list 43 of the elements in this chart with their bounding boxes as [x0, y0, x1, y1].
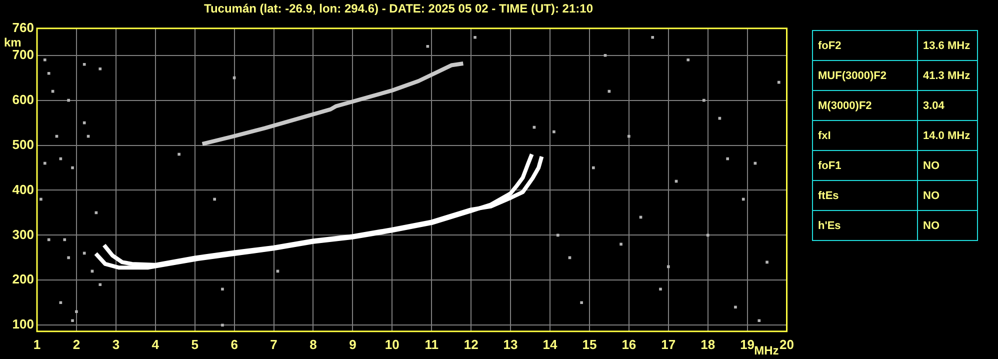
text: M(3000)F2: [812, 90, 918, 120]
y-tick-label: 500: [12, 136, 34, 152]
chart-title: Tucumán (lat: -26.9, lon: 294.6) - DATE: 2025 05 02 - TIME (UT): 21:10: [204, 2, 594, 16]
x-tick-label: 13: [503, 336, 518, 352]
text: fxI: [812, 120, 918, 150]
x-tick-label: 9: [349, 336, 356, 352]
x-tick-label: 17: [661, 336, 676, 352]
x-tick-label: 16: [622, 336, 636, 352]
text: NO: [918, 150, 978, 180]
y-tick-label: 300: [12, 226, 34, 242]
x-tick-label: 3: [112, 336, 120, 352]
text: foF1: [812, 150, 918, 180]
text: h'Es: [812, 210, 918, 240]
y-tick-label: 600: [12, 92, 34, 107]
x-tick-label: 11: [424, 336, 438, 352]
x-tick-label: 19: [740, 336, 755, 352]
x-tick-label: 6: [230, 336, 238, 352]
x-tick-label: 5: [191, 336, 198, 352]
text: ftEs: [812, 180, 918, 210]
text: 13.6 MHz: [918, 30, 978, 60]
x-tick-label: 20: [780, 336, 794, 352]
x-tick-label: 7: [270, 336, 278, 352]
y-tick-label: 400: [12, 182, 34, 197]
x-tick-label: 15: [582, 336, 597, 352]
text: NO: [918, 180, 978, 210]
x-tick-label: 14: [542, 336, 558, 352]
x-axis-title: MHz: [754, 344, 779, 358]
text: 3.04: [918, 90, 978, 120]
x-tick-label: 10: [384, 336, 400, 352]
text: foF2: [812, 30, 918, 60]
y-tick-label: 760: [12, 20, 34, 35]
x-tick-label: 1: [33, 336, 41, 352]
x-tick-label: 12: [464, 336, 478, 352]
text: MUF(3000)F2: [812, 60, 918, 90]
y-tick-label: 100: [12, 316, 34, 332]
x-tick-label: 4: [152, 336, 160, 352]
text: 14.0 MHz: [918, 120, 978, 150]
x-tick-label: 8: [310, 336, 317, 352]
text: NO: [918, 210, 978, 240]
text: 41.3 MHz: [918, 60, 978, 90]
y-tick-label: 200: [12, 272, 34, 287]
x-tick-label: 18: [700, 336, 716, 352]
x-tick-label: 2: [72, 336, 80, 352]
